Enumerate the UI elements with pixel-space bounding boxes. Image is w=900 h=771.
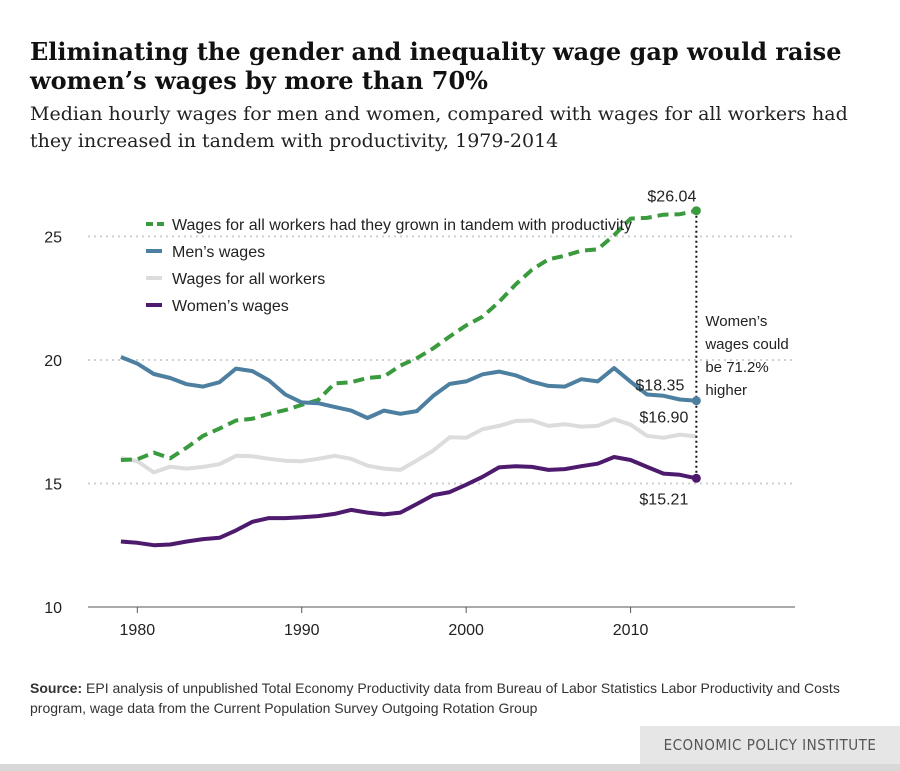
mens-end-label: $18.35	[635, 378, 684, 395]
legend-item-mens-wages: Men’s wages	[146, 244, 265, 261]
gridlines	[88, 235, 795, 485]
legend-item-all-workers: Wages for all workers	[146, 271, 325, 288]
source-note: Source: EPI analysis of unpublished Tota…	[30, 678, 870, 718]
x-tick-label-1980: 1980	[120, 622, 156, 639]
chart-subtitle: Median hourly wages for men and women, c…	[30, 103, 848, 152]
x-tick-label-1990: 1990	[284, 622, 320, 639]
legend-item-productivity: Wages for all workers had they grown in …	[146, 217, 632, 234]
womens-end-label: $15.21	[639, 491, 688, 508]
womens-wages-line	[120, 455, 697, 548]
source-prefix: Source:	[30, 680, 83, 696]
x-tick-label-2000: 2000	[448, 622, 484, 639]
legend-item-womens-wages: Women’s wages	[146, 298, 289, 315]
y-tick-label-25: 25	[44, 229, 62, 246]
all-workers-end-label: $16.90	[639, 410, 688, 427]
productivity-end-dot	[691, 206, 701, 216]
gap-annotation-line: be 71.2%	[705, 359, 768, 376]
chart-title: Eliminating the gender and inequality wa…	[30, 37, 842, 95]
mens-end-dot	[691, 396, 701, 406]
y-tick-label-10: 10	[44, 600, 62, 617]
legend-label: Women’s wages	[172, 298, 289, 315]
mens-wages-line	[120, 355, 697, 420]
y-tick-label-15: 15	[44, 476, 62, 493]
gap-annotation-line: higher	[705, 382, 747, 399]
gap-annotation-line: wages could	[704, 336, 788, 353]
productivity-end-label: $26.04	[647, 189, 696, 206]
bottom-rule	[0, 764, 900, 771]
legend-label: Wages for all workers	[172, 271, 325, 288]
brand-logo: ECONOMIC POLICY INSTITUTE	[640, 726, 900, 764]
gap-annotation-line: Women’s	[705, 313, 767, 330]
productivity-line	[120, 208, 697, 462]
axes: 10 15 20 25 1980 1990 2000 2010	[44, 229, 795, 639]
series-lines	[120, 208, 697, 548]
legend: Wages for all workers had they grown in …	[146, 217, 632, 315]
legend-label: Wages for all workers had they grown in …	[172, 217, 632, 234]
womens-end-dot	[691, 473, 701, 483]
y-tick-label-20: 20	[44, 353, 62, 370]
legend-label: Men’s wages	[172, 244, 265, 261]
annotations: $26.04 $18.35 $16.90 $15.21 Women’s wages cou…	[635, 189, 788, 509]
all-workers-line	[120, 417, 697, 475]
x-tick-label-2010: 2010	[613, 622, 649, 639]
source-text: EPI analysis of unpublished Total Econom…	[30, 680, 840, 716]
